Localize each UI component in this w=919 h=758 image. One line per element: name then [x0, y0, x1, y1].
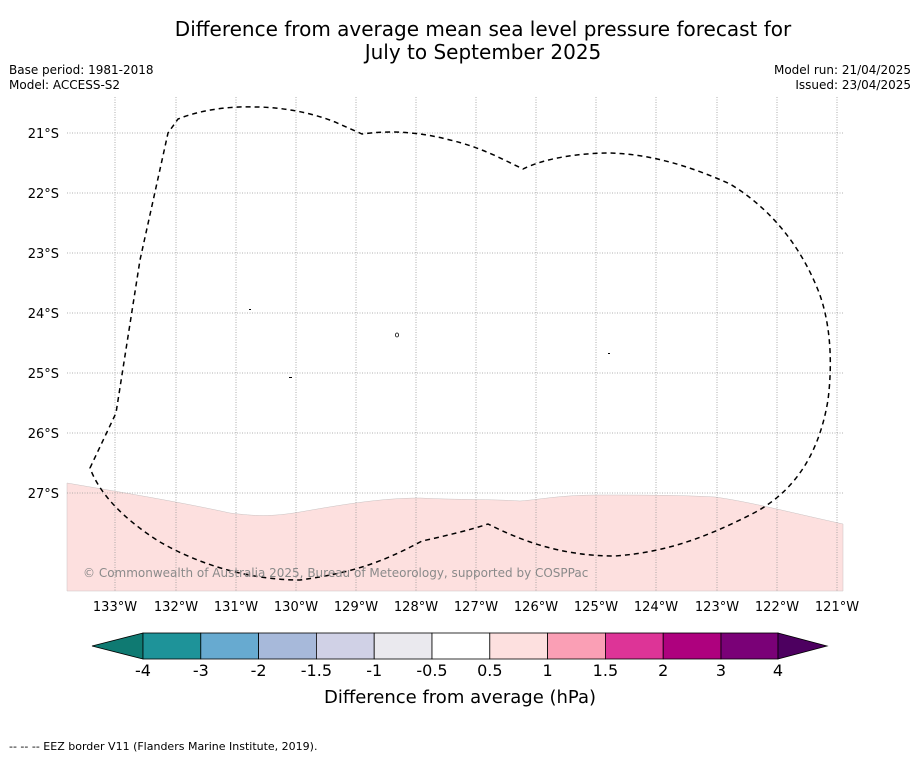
- issued-date: Issued: 23/04/2025: [795, 78, 911, 92]
- colorbar-tick: 4: [773, 661, 783, 680]
- colorbar-tick: 0.5: [477, 661, 502, 680]
- island-2: [394, 332, 399, 338]
- colorbar-tick: -1.5: [301, 661, 332, 680]
- colorbar-cell: [431, 632, 491, 660]
- lat-label: 23°S: [28, 247, 59, 262]
- lat-label: 26°S: [28, 427, 59, 442]
- colorbar-cell: [720, 632, 779, 660]
- colorbar-tick: 3: [716, 661, 726, 680]
- lat-label: 27°S: [28, 487, 59, 502]
- colorbar-cell: [547, 632, 606, 660]
- colorbar-ticks: -4 -3 -2 -1.5 -1 -0.5 0.5 1 1.5 2 3 4: [135, 661, 783, 680]
- model-name: Model: ACCESS-S2: [9, 78, 121, 92]
- colorbar-cell: [373, 632, 433, 660]
- title-line-1: Difference from average mean sea level p…: [174, 17, 792, 41]
- colorbar-cell: [605, 632, 664, 660]
- colorbar-tick: 2: [658, 661, 668, 680]
- model-run: Model run: 21/04/2025: [773, 63, 911, 77]
- lon-label: 126°W: [514, 600, 558, 615]
- colorbar-cell: [662, 632, 722, 660]
- base-period: Base period: 1981-2018: [9, 63, 154, 77]
- lon-label: 122°W: [755, 600, 799, 615]
- island-4: [289, 377, 292, 378]
- colorbar-cell: [258, 632, 317, 660]
- lon-label: 132°W: [154, 600, 198, 615]
- colorbar-min-extend: [91, 632, 144, 660]
- lat-label: 24°S: [28, 307, 59, 322]
- colorbar-cell: [142, 632, 202, 660]
- lon-label: 133°W: [93, 600, 137, 615]
- colorbar-tick: -2: [251, 661, 267, 680]
- latitude-labels: 21°S 22°S 23°S 24°S 25°S 26°S 27°S: [28, 127, 59, 502]
- island-3: [608, 353, 610, 354]
- colorbar-max-extend: [777, 632, 829, 660]
- lon-label: 121°W: [815, 600, 859, 615]
- colorbar-label: Difference from average (hPa): [324, 687, 596, 708]
- map-title: Difference from average mean sea level p…: [0, 18, 919, 64]
- lon-label: 123°W: [695, 600, 739, 615]
- lon-label: 130°W: [274, 600, 318, 615]
- colorbar-tick: 1: [543, 661, 553, 680]
- lon-label: 127°W: [454, 600, 498, 615]
- colorbar-tick: -1: [366, 661, 382, 680]
- colorbar-tick: -0.5: [416, 661, 447, 680]
- colorbar-cell: [200, 632, 260, 660]
- lon-label: 125°W: [574, 600, 618, 615]
- anomaly-area: [66, 482, 844, 592]
- lat-label: 22°S: [28, 187, 59, 202]
- lon-label: 131°W: [214, 600, 258, 615]
- colorbar-tick: -3: [193, 661, 209, 680]
- colorbar-cell: [489, 632, 548, 660]
- eez-border: [89, 106, 832, 581]
- lon-label: 128°W: [394, 600, 438, 615]
- lon-label: 129°W: [334, 600, 378, 615]
- copyright-notice: © Commonwealth of Australia 2025, Bureau…: [83, 566, 588, 580]
- lat-label: 21°S: [28, 127, 59, 142]
- island-1: [249, 309, 251, 310]
- longitude-labels: 133°W 132°W 131°W 130°W 129°W 128°W 127°…: [93, 600, 859, 615]
- lat-label: 25°S: [28, 367, 59, 382]
- colorbar-tick: -4: [135, 661, 151, 680]
- lon-label: 124°W: [634, 600, 678, 615]
- colorbar: [91, 632, 829, 660]
- colorbar-cell: [315, 632, 375, 660]
- latitude-gridlines: [67, 132, 843, 494]
- meta-left: Base period: 1981-2018 Model: ACCESS-S2: [9, 63, 154, 93]
- islands: [249, 309, 610, 378]
- meta-right: Model run: 21/04/2025 Issued: 23/04/2025: [774, 63, 911, 93]
- colorbar-tick: 1.5: [593, 661, 618, 680]
- eez-footnote: -- -- -- EEZ border V11 (Flanders Marine…: [9, 740, 318, 753]
- title-line-2: July to September 2025: [364, 40, 602, 64]
